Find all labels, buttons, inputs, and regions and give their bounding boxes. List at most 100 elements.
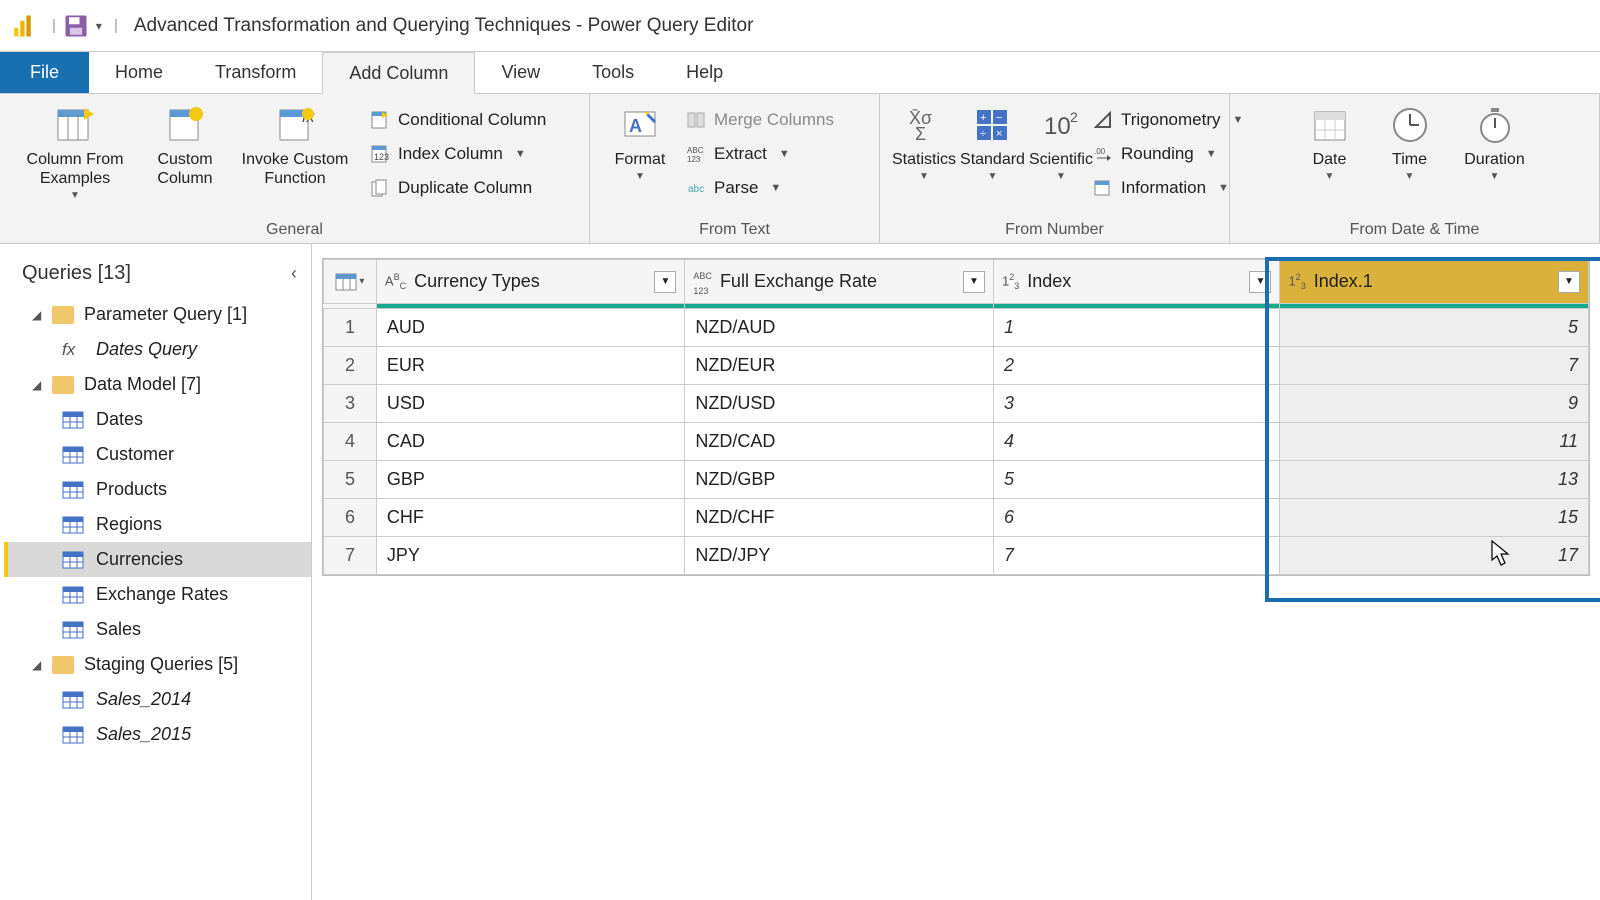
cell[interactable]: 3 bbox=[993, 385, 1279, 423]
datatype-icon[interactable]: ABC bbox=[385, 272, 406, 291]
trigonometry-button[interactable]: Trigonometry ▼ bbox=[1087, 108, 1249, 132]
statistics-button[interactable]: X̄σΣ Statistics ▼ bbox=[890, 100, 958, 186]
cell[interactable]: 17 bbox=[1280, 537, 1589, 575]
invoke-custom-function-button[interactable]: fx Invoke Custom Function bbox=[230, 100, 360, 192]
cell[interactable]: NZD/GBP bbox=[685, 461, 994, 499]
filter-dropdown-icon[interactable]: ▼ bbox=[654, 271, 676, 293]
row-number[interactable]: 6 bbox=[324, 499, 377, 537]
scientific-button[interactable]: 102 Scientific ▼ bbox=[1027, 100, 1095, 186]
collapse-panel-icon[interactable]: ‹ bbox=[291, 263, 297, 284]
extract-button[interactable]: ABC123 Extract ▼ bbox=[680, 142, 840, 166]
tree-item[interactable]: Regions bbox=[4, 507, 311, 542]
cell[interactable]: NZD/AUD bbox=[685, 309, 994, 347]
format-button[interactable]: A Format ▼ bbox=[600, 100, 680, 186]
cell[interactable]: 6 bbox=[993, 499, 1279, 537]
save-icon[interactable] bbox=[62, 12, 90, 40]
rounding-button[interactable]: .00 Rounding ▼ bbox=[1087, 142, 1249, 166]
cell[interactable]: 7 bbox=[1280, 347, 1589, 385]
datatype-icon[interactable]: 123 bbox=[1288, 272, 1305, 291]
label: Index Column bbox=[398, 144, 503, 164]
cell[interactable]: 5 bbox=[993, 461, 1279, 499]
tab-add-column[interactable]: Add Column bbox=[322, 52, 475, 94]
cell[interactable]: 5 bbox=[1280, 309, 1589, 347]
cell[interactable]: NZD/JPY bbox=[685, 537, 994, 575]
cell[interactable]: 1 bbox=[993, 309, 1279, 347]
tree-item[interactable]: Exchange Rates bbox=[4, 577, 311, 612]
filter-dropdown-icon[interactable]: ▼ bbox=[1249, 271, 1271, 293]
tree-item[interactable]: Dates bbox=[4, 402, 311, 437]
column-header[interactable]: ABCCurrency Types▼ bbox=[376, 260, 685, 304]
table-row[interactable]: 2EURNZD/EUR27 bbox=[324, 347, 1589, 385]
cell[interactable]: CHF bbox=[376, 499, 685, 537]
filter-dropdown-icon[interactable]: ▼ bbox=[1558, 271, 1580, 293]
duplicate-column-button[interactable]: Duplicate Column bbox=[364, 176, 552, 200]
tree-item[interactable]: Sales bbox=[4, 612, 311, 647]
cell[interactable]: 13 bbox=[1280, 461, 1589, 499]
row-number[interactable]: 7 bbox=[324, 537, 377, 575]
index-column-button[interactable]: 123 Index Column ▼ bbox=[364, 142, 552, 166]
cell[interactable]: 15 bbox=[1280, 499, 1589, 537]
parse-button[interactable]: abc Parse ▼ bbox=[680, 176, 840, 200]
dropdown-caret-icon: ▼ bbox=[635, 171, 645, 182]
column-header[interactable]: ABC123Full Exchange Rate▼ bbox=[685, 260, 994, 304]
qat-dropdown-icon[interactable]: ▾ bbox=[96, 19, 102, 33]
tree-folder[interactable]: ◢Data Model [7] bbox=[4, 367, 311, 402]
table-row[interactable]: 7JPYNZD/JPY717 bbox=[324, 537, 1589, 575]
cell[interactable]: NZD/USD bbox=[685, 385, 994, 423]
time-button[interactable]: Time ▼ bbox=[1370, 100, 1450, 186]
information-button[interactable]: Information ▼ bbox=[1087, 176, 1249, 200]
tree-item[interactable]: Sales_2014 bbox=[4, 682, 311, 717]
tab-help[interactable]: Help bbox=[660, 52, 749, 93]
datatype-icon[interactable]: 123 bbox=[1002, 272, 1019, 291]
row-number[interactable]: 3 bbox=[324, 385, 377, 423]
tab-tools[interactable]: Tools bbox=[566, 52, 660, 93]
cell[interactable]: EUR bbox=[376, 347, 685, 385]
tab-home[interactable]: Home bbox=[89, 52, 189, 93]
cell[interactable]: CAD bbox=[376, 423, 685, 461]
duration-button[interactable]: Duration ▼ bbox=[1450, 100, 1540, 186]
rownum-header[interactable]: ▾ bbox=[324, 260, 377, 304]
label: Column From Examples bbox=[12, 150, 138, 188]
table-row[interactable]: 3USDNZD/USD39 bbox=[324, 385, 1589, 423]
tab-file[interactable]: File bbox=[0, 52, 89, 93]
datatype-icon[interactable]: ABC123 bbox=[693, 267, 712, 297]
custom-column-button[interactable]: Custom Column bbox=[140, 100, 230, 192]
tree-folder[interactable]: ◢Parameter Query [1] bbox=[4, 297, 311, 332]
cell[interactable]: AUD bbox=[376, 309, 685, 347]
tree-item[interactable]: fxDates Query bbox=[4, 332, 311, 367]
column-header[interactable]: 123Index▼ bbox=[993, 260, 1279, 304]
cell[interactable]: GBP bbox=[376, 461, 685, 499]
date-button[interactable]: Date ▼ bbox=[1290, 100, 1370, 186]
cell[interactable]: JPY bbox=[376, 537, 685, 575]
tree-folder[interactable]: ◢Staging Queries [5] bbox=[4, 647, 311, 682]
cell[interactable]: 7 bbox=[993, 537, 1279, 575]
row-number[interactable]: 4 bbox=[324, 423, 377, 461]
filter-dropdown-icon[interactable]: ▼ bbox=[963, 271, 985, 293]
tree-item[interactable]: Sales_2015 bbox=[4, 717, 311, 752]
tree-item[interactable]: Currencies bbox=[4, 542, 311, 577]
row-number[interactable]: 1 bbox=[324, 309, 377, 347]
standard-button[interactable]: +−÷× Standard ▼ bbox=[958, 100, 1027, 186]
row-number[interactable]: 5 bbox=[324, 461, 377, 499]
row-number[interactable]: 2 bbox=[324, 347, 377, 385]
table-row[interactable]: 1AUDNZD/AUD15 bbox=[324, 309, 1589, 347]
cell[interactable]: NZD/EUR bbox=[685, 347, 994, 385]
table-row[interactable]: 6CHFNZD/CHF615 bbox=[324, 499, 1589, 537]
cell[interactable]: NZD/CAD bbox=[685, 423, 994, 461]
conditional-column-button[interactable]: Conditional Column bbox=[364, 108, 552, 132]
column-from-examples-button[interactable]: Column From Examples ▼ bbox=[10, 100, 140, 205]
tab-view[interactable]: View bbox=[475, 52, 566, 93]
tab-transform[interactable]: Transform bbox=[189, 52, 322, 93]
table-row[interactable]: 5GBPNZD/GBP513 bbox=[324, 461, 1589, 499]
cell[interactable]: USD bbox=[376, 385, 685, 423]
cell[interactable]: 9 bbox=[1280, 385, 1589, 423]
merge-columns-button[interactable]: Merge Columns bbox=[680, 108, 840, 132]
cell[interactable]: NZD/CHF bbox=[685, 499, 994, 537]
table-row[interactable]: 4CADNZD/CAD411 bbox=[324, 423, 1589, 461]
cell[interactable]: 2 bbox=[993, 347, 1279, 385]
cell[interactable]: 11 bbox=[1280, 423, 1589, 461]
tree-item[interactable]: Products bbox=[4, 472, 311, 507]
column-header[interactable]: 123Index.1▼ bbox=[1280, 260, 1589, 304]
cell[interactable]: 4 bbox=[993, 423, 1279, 461]
tree-item[interactable]: Customer bbox=[4, 437, 311, 472]
